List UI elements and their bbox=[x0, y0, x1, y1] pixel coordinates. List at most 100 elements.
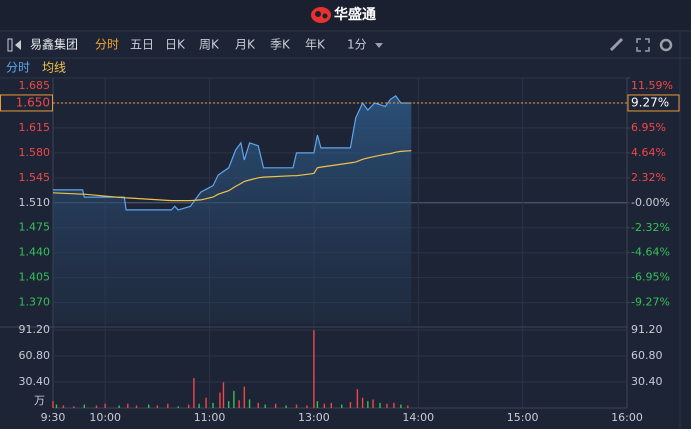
y2-tick-label: -0.00% bbox=[631, 196, 670, 209]
volume-bar bbox=[316, 401, 319, 408]
stock-name: 易鑫集团 bbox=[30, 37, 78, 52]
period-tabs: 分时 五日 日K 周K 月K 季K 年K bbox=[95, 38, 326, 52]
y-tick-label: 1.615 bbox=[19, 121, 51, 134]
volume-bar bbox=[285, 405, 287, 408]
period-tab[interactable]: 分时 bbox=[95, 38, 119, 52]
y-tick-label: 91.20 bbox=[19, 323, 51, 336]
volume-bar bbox=[205, 397, 207, 408]
volume-bar bbox=[306, 405, 308, 408]
period-tab[interactable]: 月K bbox=[235, 38, 256, 52]
volume-bar bbox=[257, 402, 259, 408]
volume-bar bbox=[83, 404, 86, 408]
last-change-label: 9.27% bbox=[631, 95, 669, 109]
x-tick-label: 14:00 bbox=[402, 411, 434, 424]
volume-bar bbox=[372, 399, 374, 408]
y-tick-label: 1.475 bbox=[19, 221, 51, 234]
x-tick-label: 13:00 bbox=[298, 411, 330, 424]
x-tick-label: 11:00 bbox=[194, 411, 226, 424]
volume-bar bbox=[295, 404, 298, 408]
interval-select[interactable]: 1分 bbox=[347, 38, 367, 52]
settings-button[interactable] bbox=[659, 38, 673, 52]
y2-tick-label: -2.32% bbox=[631, 221, 670, 234]
y2-tick-label: 4.64% bbox=[631, 146, 666, 159]
volume-bar bbox=[104, 403, 106, 408]
x-tick-label: 9:30 bbox=[41, 411, 66, 424]
price-area bbox=[53, 95, 412, 324]
volume-bar bbox=[73, 406, 75, 408]
volume-bar bbox=[400, 404, 402, 408]
volume-bar bbox=[233, 390, 235, 408]
volume-bar bbox=[187, 404, 190, 408]
y-tick-label: 1.545 bbox=[19, 171, 51, 184]
volume-bar bbox=[248, 399, 251, 408]
volume-bar bbox=[243, 386, 246, 408]
volume-bar bbox=[393, 402, 395, 408]
last-price-label: 1.650 bbox=[16, 95, 50, 109]
y-tick-label: 30.40 bbox=[19, 375, 51, 388]
volume-bar bbox=[177, 406, 179, 408]
y2-tick-label: 6.95% bbox=[631, 121, 666, 134]
y2-tick-label: 60.80 bbox=[631, 349, 663, 362]
y2-tick-label: 11.59% bbox=[631, 79, 673, 92]
sidebar-toggle[interactable] bbox=[7, 38, 21, 52]
x-tick-label: 10:00 bbox=[89, 411, 121, 424]
volume-bar bbox=[313, 330, 315, 408]
volume-bar bbox=[361, 397, 364, 408]
logo-icon bbox=[311, 7, 331, 23]
period-tab[interactable]: 五日 bbox=[130, 38, 154, 52]
volume-bar bbox=[62, 405, 65, 408]
series-line bbox=[52, 150, 412, 202]
volume-bar bbox=[386, 403, 388, 408]
volume-bar bbox=[127, 403, 129, 408]
volume-bar bbox=[323, 403, 326, 408]
volume-bar bbox=[379, 402, 381, 408]
period-tab[interactable]: 周K bbox=[199, 38, 220, 52]
period-tab[interactable]: 年K bbox=[305, 38, 326, 52]
volume-bar bbox=[341, 404, 343, 408]
dropdown-arrow[interactable] bbox=[375, 43, 383, 48]
volume-bar bbox=[274, 403, 277, 408]
y-tick-label: 1.370 bbox=[19, 296, 51, 309]
volume-bar bbox=[135, 405, 138, 408]
period-tab[interactable]: 季K bbox=[270, 38, 291, 52]
volume-bar bbox=[367, 401, 369, 408]
draw-tool[interactable] bbox=[609, 37, 624, 52]
volume-bar bbox=[264, 404, 266, 408]
volume-bar bbox=[198, 403, 200, 408]
legend-entry: 分时 bbox=[6, 61, 30, 75]
legend-entry: 均线 bbox=[42, 61, 66, 75]
y-tick-label: 1.510 bbox=[19, 196, 51, 209]
y2-tick-label: 30.40 bbox=[631, 375, 663, 388]
volume-bar bbox=[219, 392, 221, 408]
y2-tick-label: 91.20 bbox=[631, 323, 663, 336]
last-price-box bbox=[0, 94, 53, 112]
volume-bar bbox=[238, 400, 240, 408]
volume-bar bbox=[212, 402, 214, 408]
volume-bar bbox=[193, 378, 195, 408]
y2-tick-label: 2.32% bbox=[631, 171, 666, 184]
y-tick-label: 60.80 bbox=[19, 349, 51, 362]
volume-bar bbox=[147, 404, 150, 408]
x-tick-label: 16:00 bbox=[611, 411, 643, 424]
series-line bbox=[53, 94, 412, 211]
y-tick-label: 1.405 bbox=[19, 271, 51, 284]
y-tick-label: 1.440 bbox=[19, 246, 51, 259]
y2-tick-label: -6.95% bbox=[631, 271, 670, 284]
volume-bar bbox=[55, 404, 58, 408]
volume-unit: 万 bbox=[34, 394, 45, 407]
volume-bar bbox=[349, 402, 352, 408]
volume-bar bbox=[118, 405, 120, 408]
y-tick-label: 1.580 bbox=[19, 146, 51, 159]
title-bar bbox=[0, 0, 691, 30]
volume-bar bbox=[52, 401, 54, 408]
y2-tick-label: -4.64% bbox=[631, 246, 670, 259]
volume-bar bbox=[156, 405, 159, 408]
fullscreen-button[interactable] bbox=[636, 38, 650, 52]
period-tab[interactable]: 日K bbox=[165, 38, 186, 52]
x-tick-label: 15:00 bbox=[507, 411, 539, 424]
y2-tick-label: -9.27% bbox=[631, 296, 670, 309]
volume-bar bbox=[227, 401, 230, 408]
volume-bar bbox=[407, 405, 409, 408]
